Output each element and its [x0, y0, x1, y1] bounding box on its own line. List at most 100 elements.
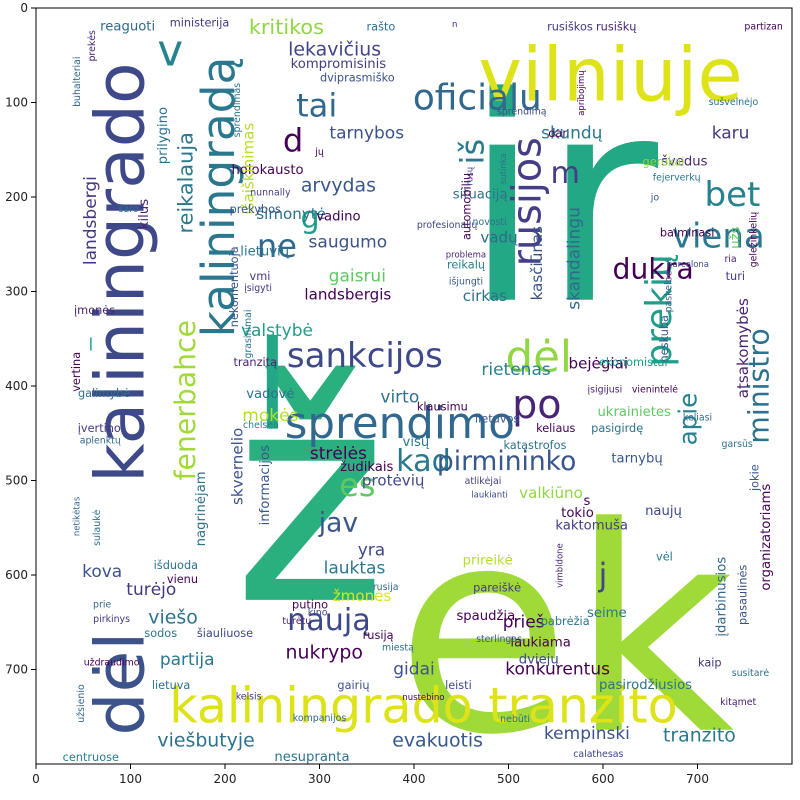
word-47: landsbergis: [304, 285, 391, 303]
word-175: įsigijusi: [588, 384, 623, 395]
word-81: tokio: [561, 506, 594, 521]
word-30: ministro: [742, 328, 775, 443]
x-tick-label: 300: [308, 772, 331, 786]
word-67: kova: [82, 562, 122, 582]
word-53: cirkas: [463, 287, 507, 305]
word-177: keliasi: [683, 413, 712, 424]
y-tick-label: 500: [5, 474, 28, 488]
word-102: švedus: [661, 154, 708, 170]
word-20: ne: [257, 227, 297, 265]
word-118: spaudžia: [456, 608, 515, 624]
word-162: jo: [650, 192, 660, 203]
word-170: geležinkelių: [749, 212, 760, 268]
word-137: įmonės: [74, 304, 115, 317]
word-91: nekomentuoja: [228, 246, 241, 327]
word-186: sterlingas: [476, 634, 522, 645]
word-140: vienu: [167, 573, 198, 586]
word-59: strėlės: [310, 444, 367, 464]
word-33: naują: [287, 603, 371, 638]
word-40: skundų: [541, 124, 603, 144]
word-194: sulaukė: [92, 509, 103, 546]
word-129: keliaus: [536, 422, 575, 435]
word-146: leisti: [445, 679, 472, 692]
word-89: prilygino: [156, 107, 171, 164]
word-109: ukrainietes: [597, 405, 671, 420]
word-29: pirmininko: [437, 446, 576, 477]
word-87: tranzitą: [233, 356, 277, 369]
word-41: karu: [712, 124, 750, 144]
word-3: l: [255, 315, 289, 458]
word-151: užsienio: [76, 684, 87, 723]
word-50: skandalingu: [565, 207, 585, 310]
word-168: ria: [724, 254, 736, 265]
word-184: turėtų: [282, 616, 311, 627]
word-105: baiminasi: [660, 226, 714, 239]
word-25: dukra: [612, 252, 693, 285]
word-169: paskelbė: [664, 270, 675, 312]
word-145: gairių: [337, 679, 369, 692]
word-135: aplenktų: [80, 435, 121, 446]
word-70: partija: [160, 650, 215, 670]
word-37: lekavičius: [288, 39, 381, 61]
word-43: arvydas: [301, 175, 376, 197]
word-123: kaip: [698, 656, 722, 669]
word-107: neskuba: [658, 315, 671, 362]
word-171: fejerverkų: [653, 173, 701, 184]
x-tick-label: 600: [592, 772, 615, 786]
word-66: prieš: [503, 612, 545, 632]
word-51: kasčiūnas: [528, 226, 546, 300]
word-4: vilniuje: [478, 34, 742, 119]
word-176: vienintelė: [632, 384, 678, 395]
word-58: mokės: [242, 406, 298, 426]
x-axis: 0 100 200 300 400 500 600 700: [32, 764, 709, 786]
word-57: virto: [380, 387, 419, 407]
word-198: rusų: [466, 166, 476, 185]
word-142: sodos: [144, 627, 177, 640]
word-131: lietuvos: [475, 413, 519, 426]
word-152: rusiškos: [547, 20, 593, 33]
word-76: kempinski: [544, 724, 630, 744]
word-14: prekių: [639, 254, 680, 367]
x-tick-label: 0: [32, 772, 40, 786]
word-60: skvernelio: [228, 428, 246, 505]
word-layer: irekžlvilniujekaliningradodėlkaliningrad…: [63, 15, 783, 764]
word-101: reikalų: [447, 259, 485, 272]
word-23: bet: [705, 175, 761, 215]
x-tick-label: 400: [403, 772, 426, 786]
word-125: jokie: [749, 464, 762, 492]
word-173: įsigyti: [244, 283, 272, 294]
word-0: ir: [463, 37, 661, 367]
word-136: chelsea: [243, 420, 279, 431]
word-62: nagrinėjam: [194, 471, 209, 546]
word-90: išaiškinimas: [240, 123, 258, 215]
word-200: s: [583, 494, 590, 509]
word-160: rašto: [367, 20, 396, 33]
word-106: turi: [726, 270, 745, 283]
word-138: l: [88, 335, 93, 355]
word-108: ekonomistai: [599, 356, 668, 369]
word-185: kino: [308, 607, 328, 618]
word-19: g: [300, 200, 319, 235]
word-120: laukiama: [510, 636, 570, 651]
word-181: rusija: [373, 582, 399, 593]
word-2: ž: [233, 329, 387, 670]
word-56: atsakomybės: [734, 298, 752, 398]
word-141: putino: [292, 599, 328, 612]
word-80: kompanijos: [293, 713, 347, 724]
x-tick-label: 100: [119, 772, 142, 786]
word-157: sprendimas: [232, 83, 243, 138]
word-133: vertina: [70, 352, 83, 392]
word-75: evakuotis: [392, 729, 483, 751]
word-166: nunnally: [250, 188, 291, 199]
word-28: es: [339, 466, 375, 504]
word-149: pirkinys: [93, 614, 130, 625]
word-132: galimybė: [78, 387, 130, 400]
word-201: n: [452, 20, 457, 30]
word-46: landsbergi: [81, 176, 101, 265]
y-tick-label: 300: [5, 285, 28, 299]
word-159: prekės: [87, 30, 98, 62]
word-88: kilus: [137, 199, 152, 229]
word-35: reikalauja: [173, 132, 197, 233]
y-tick-label: 600: [5, 568, 28, 582]
